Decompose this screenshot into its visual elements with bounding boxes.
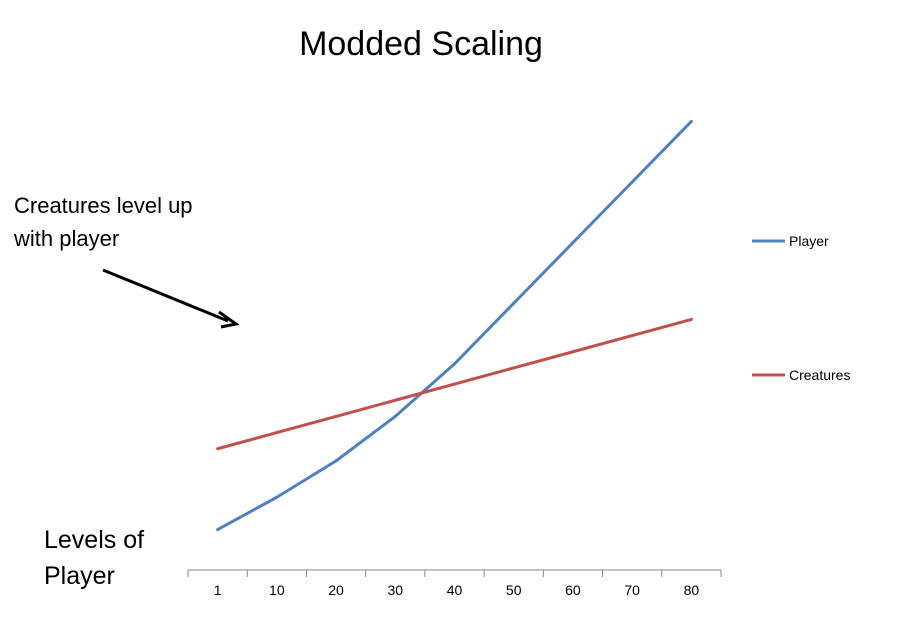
data-point-creatures bbox=[275, 431, 279, 435]
data-point-creatures bbox=[393, 398, 397, 402]
annotation-text: with player bbox=[13, 226, 119, 251]
x-tick-label: 60 bbox=[565, 582, 581, 598]
x-tick-label: 1 bbox=[214, 582, 222, 598]
data-point-player bbox=[275, 495, 279, 499]
legend-label-player: Player bbox=[789, 233, 829, 249]
data-point-creatures bbox=[334, 414, 338, 418]
plot-area bbox=[216, 119, 693, 532]
legend: Player Creatures bbox=[752, 233, 850, 383]
data-point-player bbox=[453, 362, 456, 366]
annotation-arrow bbox=[102, 268, 240, 329]
data-point-creatures bbox=[453, 382, 456, 386]
x-tick-label: 20 bbox=[328, 582, 344, 598]
data-point-player bbox=[216, 528, 220, 532]
x-axis-label: Player bbox=[44, 562, 115, 590]
data-point-player bbox=[630, 180, 634, 184]
data-point-creatures bbox=[512, 366, 516, 370]
x-tick-label: 50 bbox=[506, 582, 522, 598]
data-point-creatures bbox=[689, 317, 693, 321]
data-point-creatures bbox=[571, 350, 575, 354]
data-point-player bbox=[689, 119, 693, 123]
data-point-creatures bbox=[216, 447, 220, 451]
x-tick-label: 80 bbox=[684, 582, 700, 598]
legend-label-creatures: Creatures bbox=[789, 367, 850, 383]
x-tick-label: 40 bbox=[447, 582, 463, 598]
data-point-player bbox=[393, 414, 397, 418]
data-point-player bbox=[334, 459, 338, 463]
data-point-creatures bbox=[630, 334, 634, 338]
x-axis-label: Levels of bbox=[44, 526, 144, 554]
x-axis: 1 10 20 30 40 50 60 70 80 bbox=[187, 569, 722, 598]
annotation-text: Creatures level up bbox=[14, 193, 193, 218]
x-tick-label: 70 bbox=[624, 582, 640, 598]
chart-title: Modded Scaling bbox=[299, 25, 543, 63]
data-point-player bbox=[571, 241, 575, 245]
data-point-player bbox=[512, 301, 516, 305]
x-tick-label: 10 bbox=[269, 582, 285, 598]
series-line-player bbox=[216, 120, 693, 531]
x-tick-label: 30 bbox=[387, 582, 403, 598]
